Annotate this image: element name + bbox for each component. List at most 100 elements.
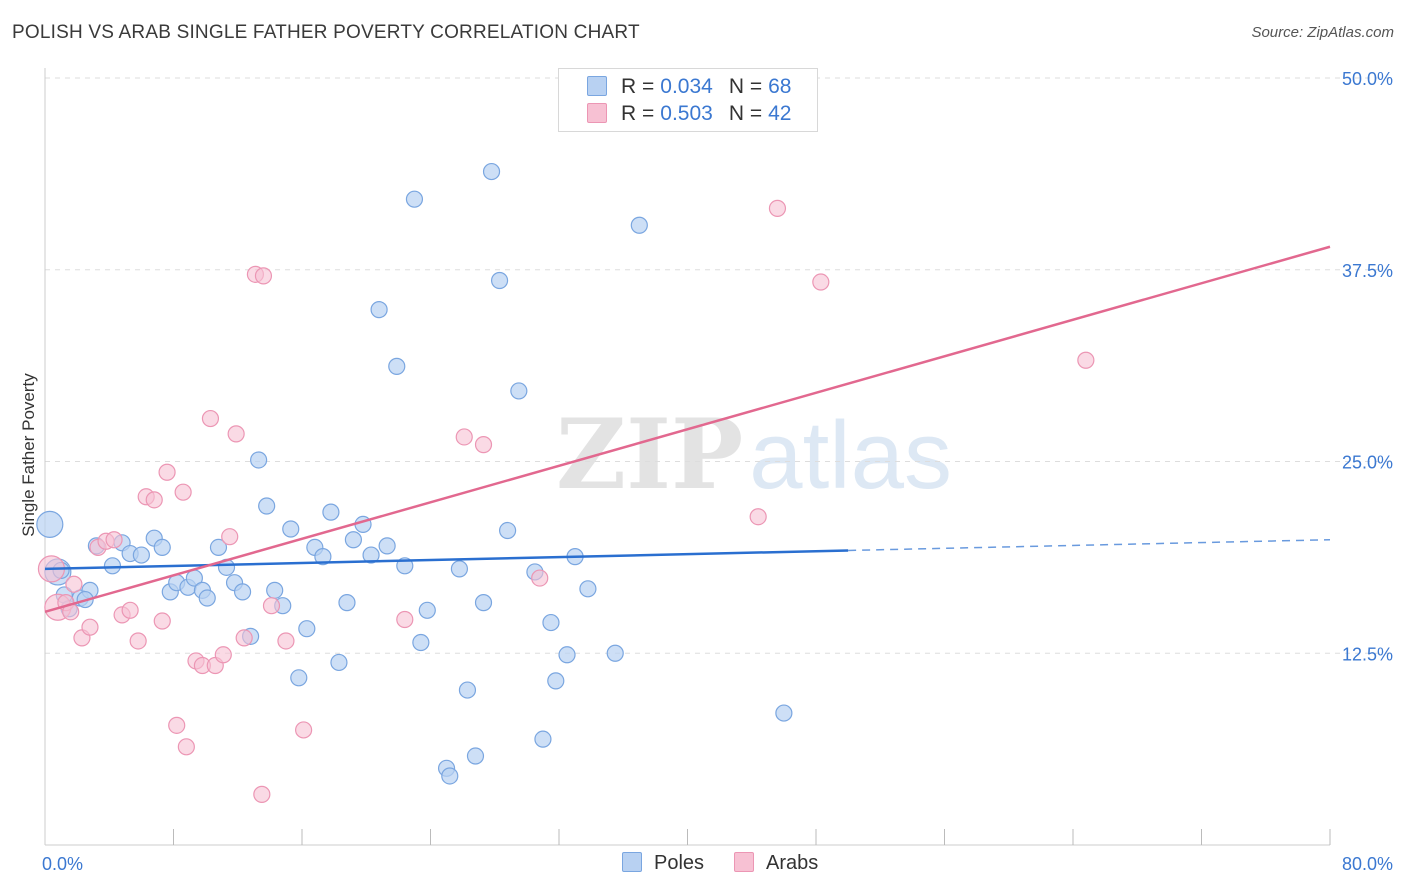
axis-layer [44, 68, 1331, 846]
poles-point [233, 583, 252, 601]
poles-point [775, 704, 793, 722]
poles-swatch [587, 76, 607, 96]
poles-points [36, 162, 793, 785]
arabs-point [153, 612, 171, 630]
poles-trend-extension [848, 538, 1331, 552]
poles-point [344, 531, 362, 549]
poles-point [314, 548, 332, 566]
poles-point [499, 521, 517, 540]
poles-point [378, 537, 396, 555]
poles-r-label: R = [621, 75, 655, 98]
y-tick-label: 25.0% [1342, 453, 1393, 473]
arabs-r-value: 0.503 [660, 102, 713, 125]
arabs-point [158, 463, 176, 481]
arabs-points [37, 199, 1095, 803]
arabs-point [227, 425, 245, 443]
arabs-n-label: N = [728, 102, 763, 125]
arabs-point [81, 618, 99, 636]
arabs-point [174, 483, 192, 501]
poles-point [258, 497, 276, 515]
poles-point [103, 557, 122, 575]
poles-point [388, 357, 406, 375]
arabs-n-value: 42 [768, 102, 792, 125]
grid-layer [45, 77, 1392, 654]
arabs-point [531, 569, 549, 587]
arabs-point [65, 575, 83, 593]
source-label: Source: ZipAtlas.com [1251, 24, 1394, 41]
arabs-point [121, 601, 139, 619]
y-tick-label: 50.0% [1342, 69, 1393, 89]
poles-point [458, 681, 477, 699]
poles-r-value: 0.034 [660, 75, 713, 98]
poles-point [209, 538, 228, 557]
poles-point [290, 669, 308, 687]
poles-point [547, 672, 565, 690]
poles-point [322, 503, 340, 521]
arabs-point [105, 531, 123, 549]
arabs-trend-line [44, 245, 1331, 614]
poles-legend-swatch [622, 852, 642, 872]
poles-point [362, 546, 380, 564]
arabs-legend-label: Arabs [766, 852, 819, 874]
legend-item-poles: Poles [622, 852, 704, 875]
poles-point [542, 613, 560, 632]
watermark: ZIPatlas [556, 398, 952, 511]
poles-point [298, 620, 316, 638]
poles-point [418, 601, 436, 619]
arabs-point [235, 629, 253, 647]
poles-point [412, 633, 430, 652]
arabs-point [221, 528, 239, 546]
poles-point [153, 538, 171, 557]
x-tick-label-max: 80.0% [1342, 854, 1393, 874]
poles-point [405, 190, 424, 208]
arabs-point [201, 409, 220, 428]
poles-legend-label: Poles [654, 852, 705, 874]
legend-row-poles: R = 0.034 N = 68 [587, 75, 791, 99]
legend-row-arabs: R = 0.503 N = 42 [587, 102, 791, 126]
chart-title: POLISH VS ARAB SINGLE FATHER POVERTY COR… [12, 22, 640, 43]
poles-point [132, 546, 150, 564]
arabs-legend-swatch [734, 852, 754, 872]
legend-item-arabs: Arabs [734, 852, 818, 875]
poles-point [606, 644, 624, 662]
arabs-point [254, 267, 273, 285]
arabs-point [812, 273, 830, 291]
arabs-point [768, 199, 787, 217]
y-axis-title: Single Father Poverty [19, 373, 38, 537]
poles-point [474, 594, 493, 612]
arabs-point [214, 646, 232, 664]
y-tick-label: 12.5% [1342, 644, 1393, 664]
poles-point [370, 301, 388, 319]
arabs-swatch [587, 103, 607, 123]
arabs-point [1077, 351, 1095, 369]
poles-point [36, 510, 64, 538]
poles-point [338, 594, 356, 612]
arabs-point [262, 597, 281, 615]
poles-point [198, 589, 216, 607]
arabs-point [749, 508, 767, 526]
arabs-point [253, 785, 271, 803]
poles-point [579, 580, 597, 598]
arabs-point [295, 721, 313, 739]
poles-trend-line [44, 549, 849, 571]
trend-lines [44, 245, 1331, 614]
correlation-legend: R = 0.034 N = 68 R = 0.503 N = 42 [558, 68, 818, 132]
poles-point [441, 767, 459, 785]
poles-point [466, 747, 485, 765]
arabs-point [455, 428, 473, 446]
arabs-point [129, 632, 147, 650]
arabs-point [177, 738, 195, 756]
arabs-point [168, 716, 186, 734]
poles-n-label: N = [728, 75, 763, 98]
arabs-point [277, 632, 295, 650]
tick-labels: 12.5% 25.0% 37.5% 50.0% 0.0% 80.0% Single Fath… [19, 69, 1393, 874]
poles-point [330, 653, 348, 672]
arabs-r-label: R = [621, 102, 655, 125]
poles-point [250, 451, 268, 469]
watermark-zip: ZIP [556, 398, 744, 511]
watermark-atlas: atlas [749, 402, 952, 509]
arabs-point [145, 491, 163, 509]
poles-point [450, 560, 469, 578]
x-tick-label-min: 0.0% [42, 854, 83, 874]
